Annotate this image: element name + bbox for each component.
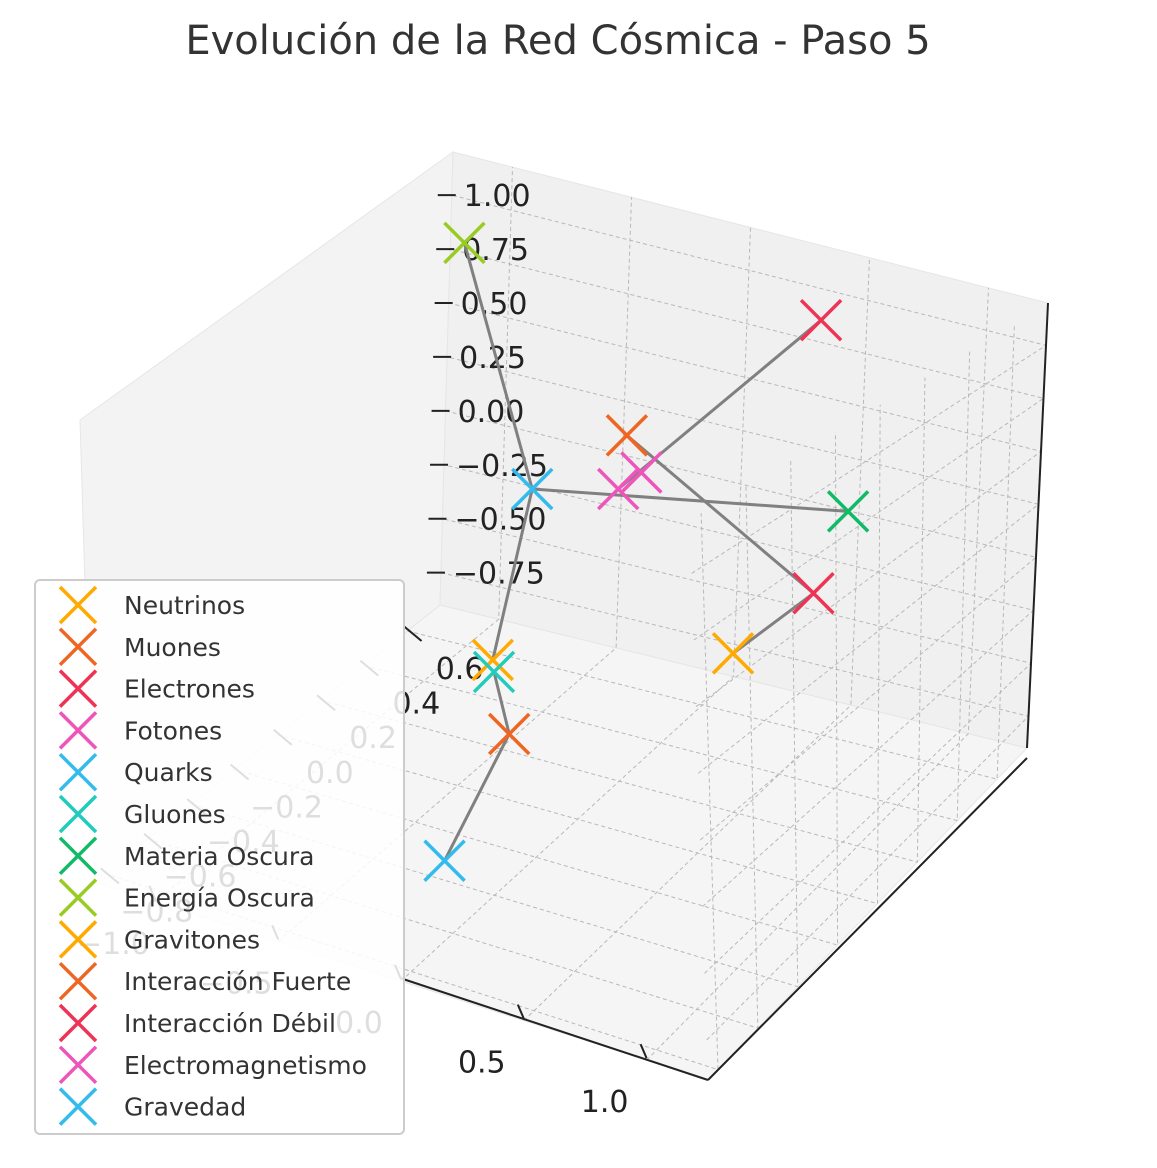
legend-label: Quarks xyxy=(124,758,213,787)
z-tick-label: 1.00 xyxy=(464,179,531,214)
legend-marker xyxy=(58,1087,98,1126)
legend-marker xyxy=(58,1003,98,1043)
legend: Neutrinos Muones Electrones Fotones Quarks Gl… xyxy=(34,579,405,1135)
legend-box xyxy=(34,579,405,1135)
point-marker xyxy=(423,839,466,882)
legend-items: Neutrinos Muones Electrones Fotones Quarks Gl… xyxy=(58,585,367,1126)
connection-line xyxy=(462,242,534,490)
point-marker xyxy=(443,221,486,265)
point-marker xyxy=(471,638,515,682)
legend-marker xyxy=(58,669,98,708)
x-axis-line xyxy=(399,977,709,1081)
legend-label: Electromagnetismo xyxy=(124,1051,367,1080)
y-grid-line xyxy=(277,404,881,905)
point-marker xyxy=(792,572,835,615)
legend-marker xyxy=(58,1045,98,1085)
x-tick-label: 1.0 xyxy=(581,1085,629,1120)
legend-label: Muones xyxy=(124,633,221,662)
z-tick-label: 0.50 xyxy=(461,287,528,322)
connection-line xyxy=(625,434,815,595)
z-grid-line xyxy=(446,356,1040,774)
point-marker xyxy=(711,632,755,675)
chart-title: Evolución de la Red Cósmica - Paso 5 xyxy=(185,18,930,64)
y-axis-line xyxy=(707,757,1028,1081)
y-grid-line xyxy=(320,377,926,863)
x-tick-mark xyxy=(639,1043,648,1059)
x-grid-line xyxy=(646,287,989,1061)
x-tick-label: 0.5 xyxy=(458,1046,506,1081)
legend-marker xyxy=(58,627,98,667)
z-tick-label: −0.75 xyxy=(453,557,545,592)
legend-label: Gluones xyxy=(124,800,226,829)
legend-marker xyxy=(58,585,98,625)
x-grid-line xyxy=(523,257,870,1021)
y-grid-line xyxy=(364,350,971,822)
data-points xyxy=(423,221,870,882)
y-tick-mark xyxy=(402,625,423,642)
x-grid-line xyxy=(400,227,751,982)
legend-label: Neutrinos xyxy=(124,591,245,620)
y-tick-label: 0.6 xyxy=(436,652,484,687)
point-marker xyxy=(487,712,531,756)
z-tick-label: −0.25 xyxy=(456,449,548,484)
point-marker xyxy=(596,467,640,511)
point-marker xyxy=(472,650,516,694)
legend-marker xyxy=(58,920,98,959)
point-marker xyxy=(510,467,554,511)
legend-marker xyxy=(58,794,98,834)
legend-label: Energía Oscura xyxy=(124,884,315,913)
connection-line xyxy=(443,733,511,862)
legend-marker xyxy=(58,752,98,792)
legend-label: Materia Oscura xyxy=(124,842,314,871)
connection-line xyxy=(732,592,815,655)
legend-marker xyxy=(58,878,98,917)
legend-label: Gravedad xyxy=(124,1093,246,1122)
point-marker xyxy=(799,298,843,342)
z-axis-line xyxy=(1026,302,1049,749)
point-marker xyxy=(620,451,663,494)
legend-label: Interacción Fuerte xyxy=(124,967,351,996)
legend-marker xyxy=(58,711,98,750)
x-tick-mark xyxy=(516,1004,525,1019)
connection-line xyxy=(532,487,849,513)
z-grid-line xyxy=(450,248,1045,641)
z-tick-label: −0.50 xyxy=(454,503,546,538)
legend-label: Gravitones xyxy=(124,925,260,954)
legend-label: Interacción Débil xyxy=(124,1009,336,1038)
connection-line xyxy=(492,671,511,735)
point-marker xyxy=(605,414,649,457)
legend-marker xyxy=(58,961,98,1001)
connection-line xyxy=(491,488,534,661)
y-grid-line xyxy=(407,323,1015,780)
point-marker xyxy=(826,490,870,533)
legend-label: Electrones xyxy=(124,675,255,704)
legend-label: Fotones xyxy=(124,716,222,745)
axis-lines xyxy=(399,302,1049,1081)
legend-marker xyxy=(58,836,98,876)
